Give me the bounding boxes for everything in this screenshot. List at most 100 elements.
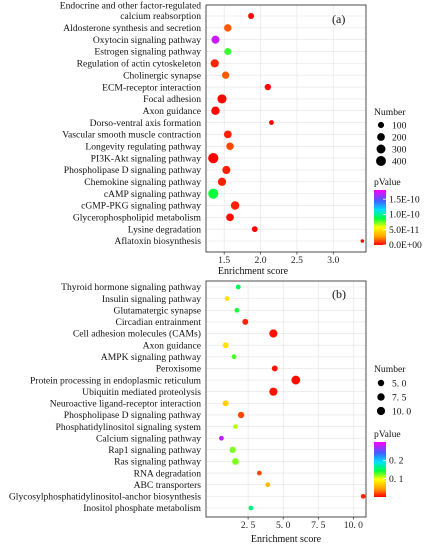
panel-b-size-legend: Number 5. 0 7. 5 10. 0: [374, 364, 411, 417]
panel-a-points: [208, 13, 365, 243]
x-tick-label: 7. 5: [311, 520, 326, 531]
data-point: [224, 296, 230, 302]
data-point: [360, 239, 365, 243]
color-legend-label: 0.0E+00: [389, 240, 422, 251]
data-point: [222, 400, 229, 407]
category-label: Ras signaling pathway: [114, 457, 201, 468]
x-tick-label: 2.5: [291, 255, 303, 266]
data-point: [234, 307, 240, 313]
panel-b-color-legend: pValue 0. 1 0. 2: [374, 429, 404, 497]
panel-a: Endocrine and other factor-regulated calc…: [60, 1, 422, 277]
data-point: [222, 342, 229, 349]
data-point: [235, 284, 241, 290]
panel-a-color-legend: pValue 0.0E+00 5.0E-11 1.0E-10 1.5E-10: [374, 177, 422, 251]
category-label: Peroxisome: [156, 364, 201, 375]
data-point: [248, 13, 255, 19]
category-label: Neuroactive ligand-receptor interaction: [50, 399, 201, 410]
category-label: Aflatoxin biosynthesis: [114, 236, 201, 247]
data-point: [226, 213, 234, 222]
size-legend-dot: [377, 379, 385, 387]
data-point: [222, 165, 231, 175]
category-label: Phospholipase D signaling pathway: [64, 165, 201, 176]
color-legend-a-title: pValue: [374, 177, 401, 188]
category-label: cAMP signaling pathway: [104, 189, 201, 200]
data-point: [269, 329, 278, 338]
category-label: Aldosterone synthesis and secretion: [63, 23, 201, 34]
size-legend-dot: [377, 133, 385, 141]
color-legend-b-bar: [374, 442, 386, 497]
data-point: [208, 188, 219, 199]
data-point: [230, 201, 240, 210]
category-label: Regulation of actin cytoskeleton: [77, 59, 202, 70]
category-label: Oxytocin signaling pathway: [93, 35, 201, 46]
size-legend-label: 300: [392, 144, 407, 155]
category-label: Calcium signaling pathway: [96, 433, 201, 444]
color-legend-label: 1.5E-10: [389, 194, 420, 205]
data-point: [208, 152, 219, 164]
size-legend-b-title: Number: [374, 364, 406, 375]
color-legend-label: 0. 2: [389, 456, 404, 467]
data-point: [211, 35, 220, 44]
data-point: [264, 83, 271, 91]
category-label: Phosphatidylinositol signaling system: [55, 422, 201, 433]
data-point: [269, 387, 278, 396]
panel-a-x-ticks: 1.5 2.0 2.5 3.0: [218, 252, 339, 266]
data-point: [229, 446, 236, 454]
category-label: Cell adhesion molecules (CAMs): [73, 329, 201, 340]
data-point: [221, 71, 230, 79]
size-legend-label: 100: [392, 120, 407, 131]
category-label: AMPK signaling pathway: [101, 352, 201, 363]
category-label: Estrogen signaling pathway: [94, 47, 201, 58]
data-point: [210, 59, 219, 68]
data-point: [224, 24, 232, 32]
data-point: [224, 48, 232, 56]
data-point: [256, 470, 262, 476]
category-label: ECM-receptor interaction: [102, 82, 201, 93]
category-label: Glycerophospholipid metabolism: [73, 213, 202, 224]
category-label: Protein processing in endoplasmic reticu…: [30, 375, 202, 386]
data-point: [226, 142, 234, 150]
panel-b-points: [219, 284, 366, 511]
data-point: [232, 458, 239, 465]
category-label: cGMP-PKG signaling pathway: [81, 201, 201, 212]
panel-b-x-ticks: 2. 5 5. 0 7. 5 10. 0: [241, 517, 363, 531]
category-label: Cholinergic synapse: [123, 70, 201, 81]
color-legend-b-title: pValue: [374, 429, 401, 440]
data-point: [269, 120, 274, 125]
data-point: [360, 493, 366, 499]
data-point: [211, 106, 220, 115]
size-legend-dot: [376, 406, 386, 416]
size-legend-label: 400: [392, 156, 407, 167]
category-label: Glycosylphosphatidylinositol-anchor bios…: [9, 492, 201, 503]
category-label: Focal adhesion: [143, 94, 201, 105]
category-label: Lysine degradation: [128, 224, 201, 235]
category-label: Thyroid hormone signaling pathway: [61, 282, 201, 293]
category-label: Endocrine and other factor-regulated calc…: [60, 1, 201, 23]
data-point: [233, 424, 238, 429]
color-legend-label: 5.0E-11: [389, 225, 419, 236]
panel-b-frame: [205, 280, 367, 518]
size-legend-label: 200: [392, 132, 407, 143]
category-label: Inositol phosphate metabolism: [83, 503, 201, 514]
category-label: Glutamatergic synapse: [114, 305, 201, 316]
panel-a-category-labels: Endocrine and other factor-regulated calc…: [60, 1, 202, 247]
category-label: Phospholipase D signaling pathway: [64, 410, 201, 421]
panel-b-grid: [206, 281, 366, 517]
size-legend-label: 7. 5: [392, 392, 407, 403]
size-legend-dot: [377, 393, 385, 401]
data-point: [237, 411, 245, 419]
panel-b: Thyroid hormone signaling pathwayInsulin…: [9, 280, 411, 545]
x-tick-label: 5. 0: [276, 520, 291, 531]
x-tick-label: 1.5: [218, 255, 230, 266]
color-legend-a-bar: [374, 190, 386, 245]
panel-b-category-labels: Thyroid hormone signaling pathwayInsulin…: [9, 282, 202, 514]
data-point: [223, 130, 232, 139]
size-legend-dot: [376, 156, 386, 166]
data-point: [217, 94, 227, 104]
category-label: Ubiquitin mediated proteolysis: [82, 387, 201, 398]
data-point: [217, 177, 227, 186]
panel-a-x-axis-label: Enrichment score: [218, 266, 289, 277]
panel-a-label: (a): [332, 12, 345, 26]
data-point: [251, 226, 258, 233]
category-label: PI3K-Akt signaling pathway: [91, 153, 202, 164]
